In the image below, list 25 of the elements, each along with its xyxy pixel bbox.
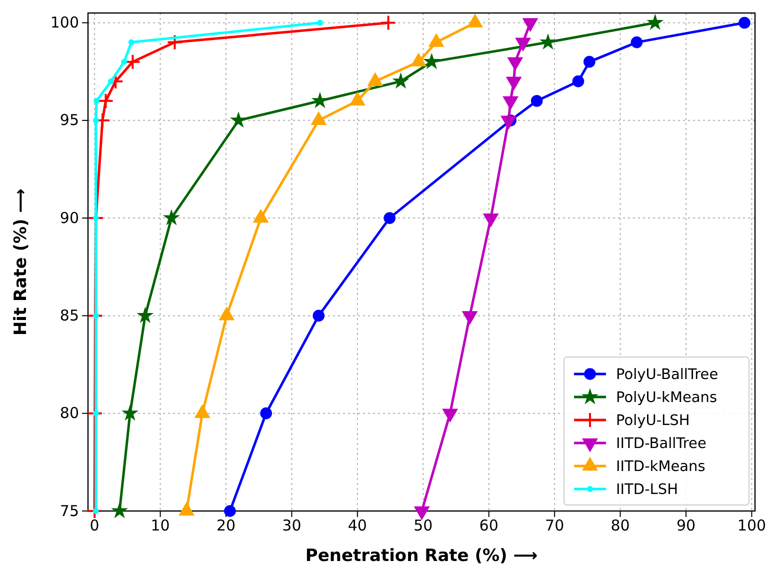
x-tick-label: 0	[90, 516, 100, 535]
y-tick-label: 100	[50, 14, 79, 32]
x-tick-label: 100	[737, 516, 766, 535]
x-tick-label: 30	[282, 516, 302, 535]
x-tick-label: 50	[414, 516, 433, 535]
legend-label: PolyU-kMeans	[616, 390, 718, 406]
y-tick-label: 90	[60, 208, 79, 227]
legend-label: PolyU-LSH	[616, 413, 690, 429]
x-tick-label: 10	[150, 516, 170, 535]
x-axis-title: Penetration Rate (%) ⟶	[305, 546, 538, 566]
x-tick-label: 60	[479, 516, 498, 535]
x-tick-label: 70	[545, 516, 564, 535]
legend-label: IITD-kMeans	[616, 459, 706, 475]
y-tick-label: 75	[60, 502, 79, 520]
y-tick-label: 80	[60, 404, 79, 422]
legend-label: IITD-BallTree	[616, 436, 706, 452]
x-tick-label: 40	[348, 516, 367, 535]
x-tick-label: 90	[676, 516, 696, 535]
y-tick-label: 85	[60, 306, 79, 325]
y-axis-title: Hit Rate (%) ⟶	[11, 188, 31, 336]
x-tick-label: 80	[610, 516, 630, 535]
legend-label: PolyU-BallTree	[616, 367, 718, 383]
x-tick-label: 20	[216, 516, 236, 535]
y-tick-label: 95	[60, 111, 79, 130]
legend-label: IITD-LSH	[616, 482, 678, 498]
